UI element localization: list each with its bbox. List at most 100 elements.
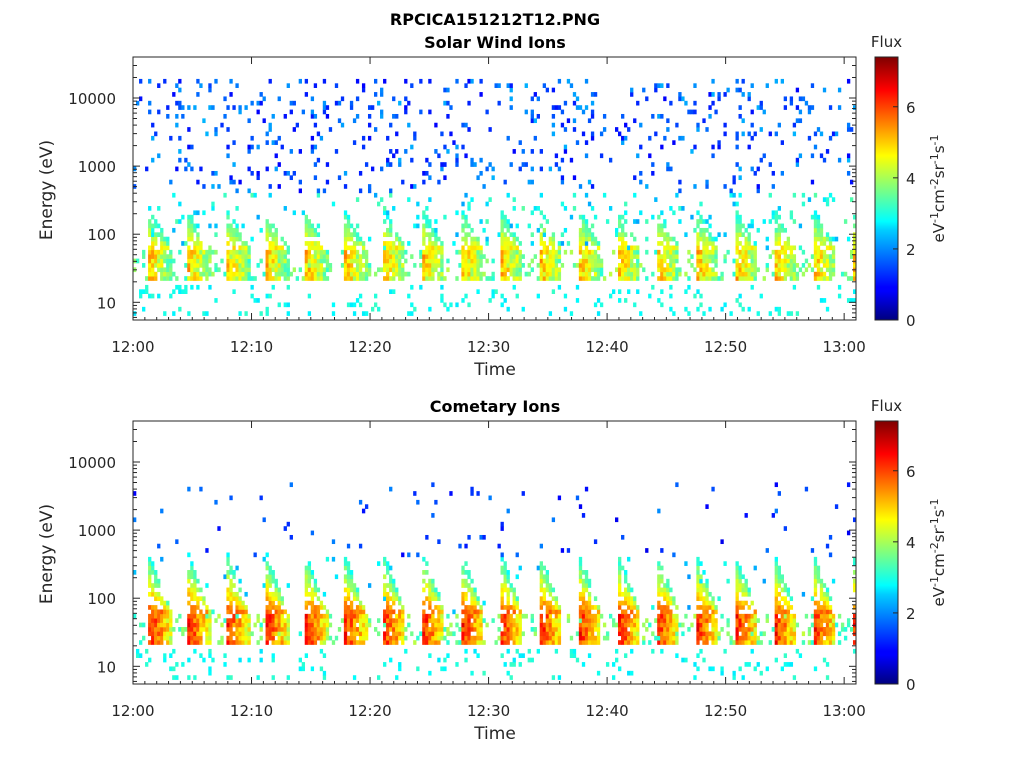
heatmap-cell — [636, 605, 640, 610]
heatmap-cell — [557, 675, 562, 680]
heatmap-cell — [503, 263, 507, 268]
heatmap-cell — [265, 552, 269, 558]
heatmap-cell — [714, 618, 718, 623]
heatmap-cell — [271, 263, 275, 268]
heatmap-cell — [349, 271, 354, 277]
heatmap-cell — [343, 170, 348, 176]
heatmap-cell — [425, 267, 429, 273]
heatmap-cell — [813, 245, 818, 251]
heatmap-cell — [578, 249, 583, 255]
heatmap-cell — [593, 539, 598, 545]
heatmap-cell — [392, 258, 396, 264]
heatmap-cell — [166, 241, 170, 246]
heatmap-cell — [675, 122, 679, 128]
heatmap-cell — [349, 245, 354, 251]
heatmap-cell — [681, 206, 685, 211]
heatmap-cell — [470, 627, 474, 632]
heatmap-cell — [518, 640, 522, 645]
heatmap-cell — [741, 254, 745, 259]
heatmap-cell — [584, 276, 589, 281]
heatmap-cell — [310, 109, 315, 115]
heatmap-cell — [262, 517, 266, 523]
heatmap-cell — [581, 513, 586, 518]
heatmap-cell — [630, 618, 634, 623]
heatmap-cell — [681, 96, 685, 102]
heatmap-cell — [630, 622, 634, 628]
heatmap-cell — [157, 583, 161, 588]
heatmap-cell — [497, 613, 501, 619]
heatmap-cell — [199, 245, 203, 251]
heatmap-cell — [361, 609, 366, 615]
heatmap-cell — [506, 613, 510, 619]
heatmap-cell — [151, 627, 155, 632]
heatmap-cell — [747, 635, 751, 641]
heatmap-cell — [515, 618, 519, 623]
heatmap-cell — [268, 267, 272, 273]
heatmap-cell — [319, 600, 324, 606]
heatmap-cell — [750, 631, 754, 637]
heatmap-cell — [741, 675, 745, 680]
heatmap-cell — [587, 118, 592, 124]
heatmap-cell — [624, 653, 628, 658]
heatmap-cell — [398, 245, 402, 251]
heatmap-cell — [190, 627, 194, 632]
heatmap-cell — [367, 188, 372, 194]
heatmap-cell — [313, 162, 318, 167]
heatmap-cell — [768, 131, 772, 137]
heatmap-cell — [801, 96, 806, 102]
heatmap-cell — [702, 622, 706, 628]
heatmap-cell — [636, 276, 640, 281]
heatmap-cell — [259, 648, 263, 654]
heatmap-cell — [545, 271, 550, 277]
heatmap-cell — [578, 631, 583, 637]
heatmap-cell — [744, 600, 748, 606]
heatmap-cell — [476, 245, 480, 251]
heatmap-cell — [154, 570, 158, 575]
heatmap-cell — [226, 210, 230, 216]
heatmap-cell — [307, 232, 312, 238]
heatmap-cell — [657, 618, 661, 623]
heatmap-cell — [669, 254, 673, 259]
heatmap-cell — [488, 495, 492, 501]
colorbar-tick-label: 2 — [906, 605, 916, 623]
heatmap-cell — [575, 495, 580, 501]
heatmap-cell — [355, 276, 360, 281]
heatmap-cell — [467, 100, 471, 106]
heatmap-cell — [503, 267, 507, 273]
heatmap-cell — [172, 192, 176, 198]
heatmap-cell — [304, 232, 309, 238]
heatmap-cell — [627, 276, 631, 281]
heatmap-cell — [756, 662, 760, 667]
heatmap-cell — [500, 640, 504, 645]
solar-wind-panel: Solar Wind Ions 12:00 12:10 12:20 12:30 12:4… — [37, 33, 948, 380]
heatmap-cell — [747, 245, 751, 251]
heatmap-cell — [271, 578, 275, 584]
heatmap-cell — [657, 613, 661, 619]
heatmap-cell — [181, 214, 185, 220]
heatmap-cell — [193, 618, 197, 623]
heatmap-cell — [657, 600, 661, 606]
heatmap-cell — [361, 263, 366, 268]
heatmap-cell — [666, 631, 670, 637]
heatmap-cell — [422, 600, 426, 606]
heatmap-cell — [735, 298, 739, 303]
heatmap-cell — [214, 263, 218, 268]
heatmap-cell — [696, 591, 700, 597]
heatmap-cell — [786, 271, 791, 277]
heatmap-cell — [611, 622, 616, 628]
heatmap-cell — [675, 267, 679, 273]
solar-wind-heatmap — [133, 78, 857, 316]
heatmap-cell — [542, 587, 547, 593]
heatmap-cell — [542, 227, 547, 233]
heatmap-cell — [355, 249, 360, 255]
heatmap-cell — [352, 631, 357, 637]
heatmap-cell — [831, 635, 836, 641]
heatmap-cell — [428, 241, 432, 246]
heatmap-cell — [506, 236, 510, 242]
heatmap-cell — [648, 135, 652, 141]
heatmap-cell — [807, 627, 812, 632]
heatmap-cell — [539, 635, 543, 641]
heatmap-cell — [232, 179, 236, 185]
heatmap-cell — [624, 578, 628, 584]
heatmap-cell — [331, 311, 336, 316]
